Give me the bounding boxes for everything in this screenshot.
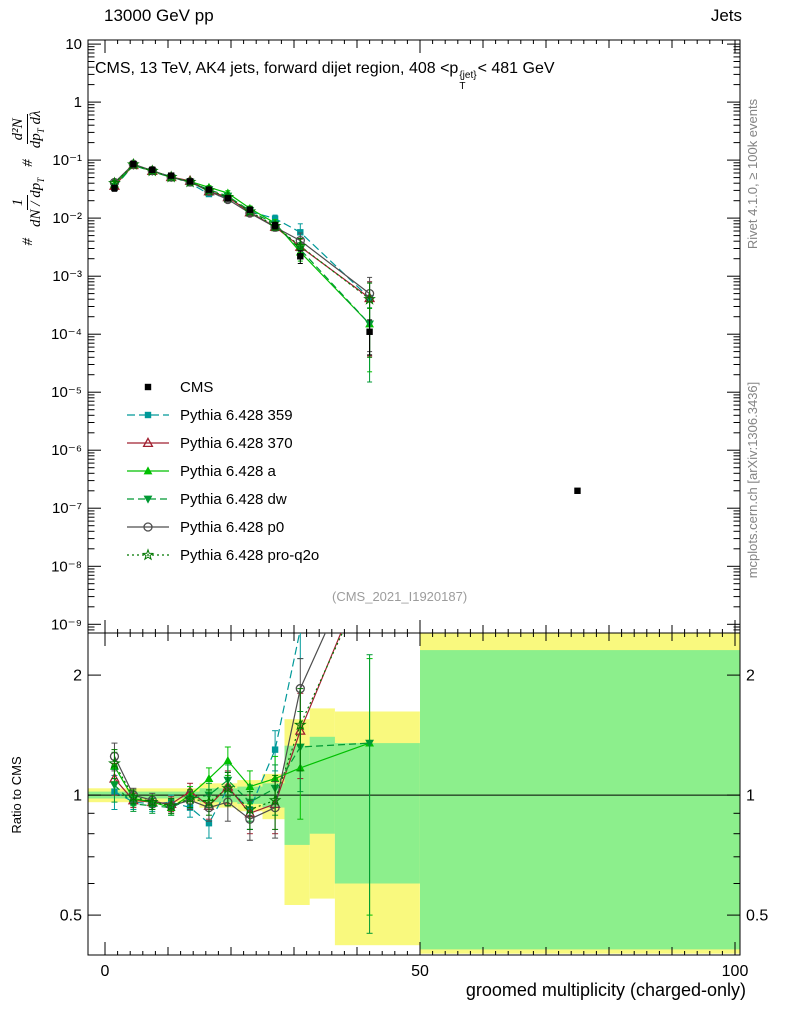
legend-label: Pythia 6.428 p0 — [180, 518, 285, 536]
plot-title: CMS, 13 TeV, AK4 jets, forward dijet reg… — [95, 60, 555, 92]
svg-text:10⁻¹: 10⁻¹ — [52, 152, 82, 169]
svg-text:10⁻²: 10⁻² — [52, 210, 82, 227]
main-y-axis-label: # 1 dN / dpT # d²N dpT dλ — [4, 37, 52, 317]
hash-symbol: # — [19, 159, 36, 167]
legend-item-pythia-a: Pythia 6.428 a — [126, 457, 319, 485]
hash-symbol: # — [19, 237, 36, 246]
legend-item-pythia-p0: Pythia 6.428 p0 — [126, 513, 319, 541]
fraction-2: d²N dpT dλ — [9, 110, 46, 149]
svg-text:0.5: 0.5 — [746, 908, 768, 925]
svg-text:10⁻⁸: 10⁻⁸ — [51, 558, 82, 575]
svg-text:1: 1 — [74, 94, 82, 111]
pythia-370-sample — [126, 435, 170, 451]
svg-text:0: 0 — [101, 963, 110, 980]
legend-item-pythia-359: Pythia 6.428 359 — [126, 401, 319, 429]
cms-marker-sample — [126, 379, 170, 395]
series-line — [114, 164, 371, 325]
legend-label: Pythia 6.428 370 — [180, 434, 293, 452]
main-series — [108, 157, 581, 494]
series-line — [114, 163, 370, 300]
ratio-series — [108, 633, 374, 934]
legend-item-cms: CMS — [126, 373, 319, 401]
pythia-a-sample — [126, 463, 170, 479]
series-line — [114, 164, 371, 299]
svg-text:2: 2 — [746, 668, 755, 685]
rivet-version-label: Rivet 4.1.0, ≥ 100k events — [745, 98, 760, 250]
legend-item-pythia-pro-q2o: Pythia 6.428 pro-q2o — [126, 541, 319, 569]
series-line — [114, 163, 370, 295]
ratio-panel-frame — [87, 632, 741, 956]
legend-label: Pythia 6.428 pro-q2o — [180, 546, 320, 564]
ratio-uncertainty-bands — [88, 633, 740, 954]
svg-text:10: 10 — [65, 36, 82, 53]
pythia-p0-sample — [126, 519, 170, 535]
svg-text:1: 1 — [73, 788, 82, 805]
svg-text:0.5: 0.5 — [60, 908, 82, 925]
legend-item-pythia-370: Pythia 6.428 370 — [126, 429, 319, 457]
pt-subscript: T — [459, 80, 466, 92]
legend: CMS Pythia 6.428 359 Pythia 6.428 370 Py… — [126, 373, 319, 569]
series-line — [114, 164, 371, 325]
svg-text:1: 1 — [746, 788, 755, 805]
pt-superscript-stack: {jet} T — [459, 70, 477, 92]
mcplots-credit-label: mcplots.cern.ch [arXiv:1306.3436] — [745, 381, 760, 579]
x-axis-label: groomed multiplicity (charged-only) — [465, 980, 746, 1000]
legend-label: Pythia 6.428 a — [180, 462, 276, 480]
svg-text:10⁻⁶: 10⁻⁶ — [51, 442, 82, 459]
svg-text:10⁻⁷: 10⁻⁷ — [52, 500, 82, 517]
ratio-y-axis-label: Ratio to CMS — [9, 756, 24, 834]
legend-item-pythia-dw: Pythia 6.428 dw — [126, 485, 319, 513]
legend-label: Pythia 6.428 dw — [180, 490, 287, 508]
series-line — [114, 164, 370, 299]
beam-energy-label: 13000 GeV pp — [104, 6, 214, 25]
axis-ticks — [88, 40, 740, 955]
pythia-dw-sample — [126, 491, 170, 507]
svg-text:10⁻⁴: 10⁻⁴ — [51, 326, 82, 343]
svg-text:10⁻⁹: 10⁻⁹ — [51, 616, 82, 633]
pt-superscript: {jet} — [459, 70, 477, 81]
svg-text:10⁻⁵: 10⁻⁵ — [51, 384, 82, 401]
analysis-id-watermark: (CMS_2021_I1920187) — [332, 589, 468, 604]
legend-label: CMS — [180, 378, 214, 396]
pythia-pro-q2o-sample — [126, 547, 170, 563]
svg-text:2: 2 — [73, 668, 82, 685]
fraction-1: 1 dN / dpT — [9, 177, 46, 227]
plot-title-text: CMS, 13 TeV, AK4 jets, forward dijet reg… — [95, 60, 459, 77]
svg-text:50: 50 — [411, 963, 429, 980]
axis-tick-labels: 10110⁻¹10⁻²10⁻³10⁻⁴10⁻⁵10⁻⁶10⁻⁷10⁻⁸10⁻⁹0… — [51, 36, 768, 980]
legend-label: Pythia 6.428 359 — [180, 406, 293, 424]
pythia-359-sample — [126, 407, 170, 423]
svg-text:100: 100 — [722, 963, 749, 980]
analysis-category-label: Jets — [710, 6, 742, 25]
svg-text:10⁻³: 10⁻³ — [52, 268, 82, 285]
plot-title-suffix: < 481 GeV — [477, 60, 555, 77]
